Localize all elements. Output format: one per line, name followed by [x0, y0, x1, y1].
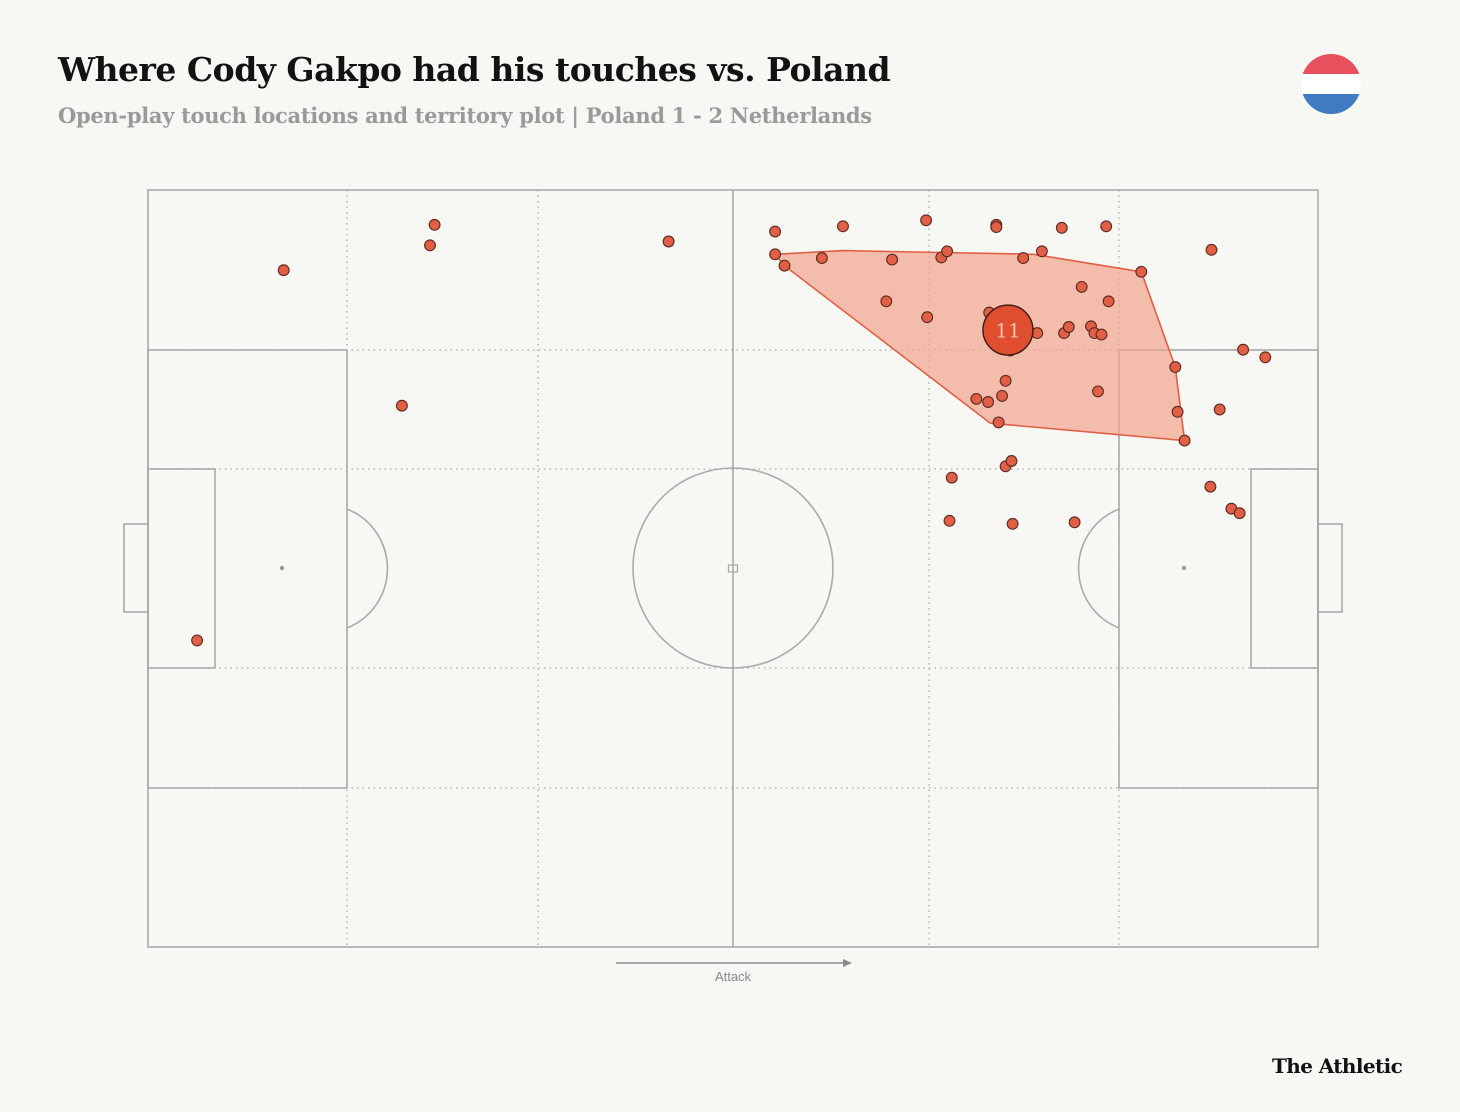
touch-point	[1178, 434, 1191, 447]
touch-point	[1055, 221, 1068, 234]
touch-point	[1095, 328, 1108, 341]
flag-stripe-red	[1301, 54, 1361, 74]
chart-title: Where Cody Gakpo had his touches vs. Pol…	[58, 50, 891, 89]
territory-layer	[773, 249, 1186, 442]
pitch-markings	[123, 189, 1343, 948]
touch-point	[1100, 220, 1113, 233]
goal-left	[123, 523, 149, 613]
average-position-marker	[982, 304, 1034, 356]
centre-spot	[727, 564, 739, 573]
penalty-spot-right	[1181, 565, 1187, 571]
penalty-box-left	[147, 349, 348, 789]
brand-logo: The Athletic	[1272, 1054, 1403, 1078]
flag-stripe-blue	[1301, 94, 1361, 114]
touch-point	[1092, 385, 1104, 398]
penalty-arc-left	[346, 508, 389, 629]
touch-point	[970, 392, 983, 405]
touch-point	[277, 264, 290, 277]
touch-point	[1205, 243, 1218, 256]
flag-stripe-white	[1301, 74, 1361, 94]
penalty-arc-right	[1077, 508, 1120, 629]
touch-point	[945, 471, 958, 484]
touch-point	[769, 248, 782, 261]
touch-point	[1005, 455, 1018, 467]
touch-point	[982, 396, 995, 408]
touch-point	[921, 311, 934, 324]
touch-point	[1135, 265, 1148, 278]
touch-point	[428, 218, 441, 231]
touch-point	[778, 259, 791, 272]
centre-circle	[632, 467, 834, 669]
touch-point	[1169, 361, 1182, 374]
touch-point	[943, 514, 956, 527]
touch-point	[1171, 405, 1184, 418]
touch-point	[662, 235, 675, 248]
touch-point	[395, 399, 408, 412]
attack-arrow-head-icon	[843, 959, 852, 967]
penalty-spot-left	[279, 565, 285, 571]
touch-point	[1204, 480, 1217, 493]
player-number-label: 11	[995, 319, 1020, 343]
touch-point	[996, 389, 1009, 402]
chart-subtitle: Open-play touch locations and territory …	[58, 103, 872, 128]
touch-point	[1017, 252, 1030, 265]
touch-point	[837, 220, 849, 233]
six-yard-box-right	[1250, 468, 1319, 669]
touch-point	[1035, 245, 1048, 258]
touch-point	[1006, 517, 1019, 530]
touch-point	[1062, 321, 1075, 333]
touch-point	[941, 245, 954, 258]
touch-point	[191, 634, 204, 647]
six-yard-box-left	[147, 468, 216, 669]
attack-label: Attack	[715, 969, 752, 984]
average-position-layer: 11	[982, 304, 1034, 356]
territory-polygon	[773, 249, 1186, 442]
touch-point	[1259, 351, 1272, 364]
attack-direction: Attack	[616, 959, 852, 984]
touch-point	[424, 239, 436, 252]
touch-point	[815, 252, 828, 265]
touch-point	[1068, 516, 1081, 529]
touch-point	[1075, 280, 1088, 293]
touch-point	[886, 253, 899, 266]
touch-point	[990, 221, 1003, 234]
touch-point	[1233, 507, 1246, 520]
touch-point	[769, 225, 782, 238]
goal-right	[1317, 523, 1343, 613]
touch-point	[1213, 403, 1226, 416]
netherlands-flag-icon	[1301, 54, 1361, 114]
touch-point	[920, 214, 933, 227]
touch-point	[999, 374, 1012, 387]
touch-point	[992, 416, 1005, 429]
touch-point	[1237, 343, 1250, 356]
touch-point	[1102, 295, 1115, 308]
touch-point	[880, 295, 893, 308]
